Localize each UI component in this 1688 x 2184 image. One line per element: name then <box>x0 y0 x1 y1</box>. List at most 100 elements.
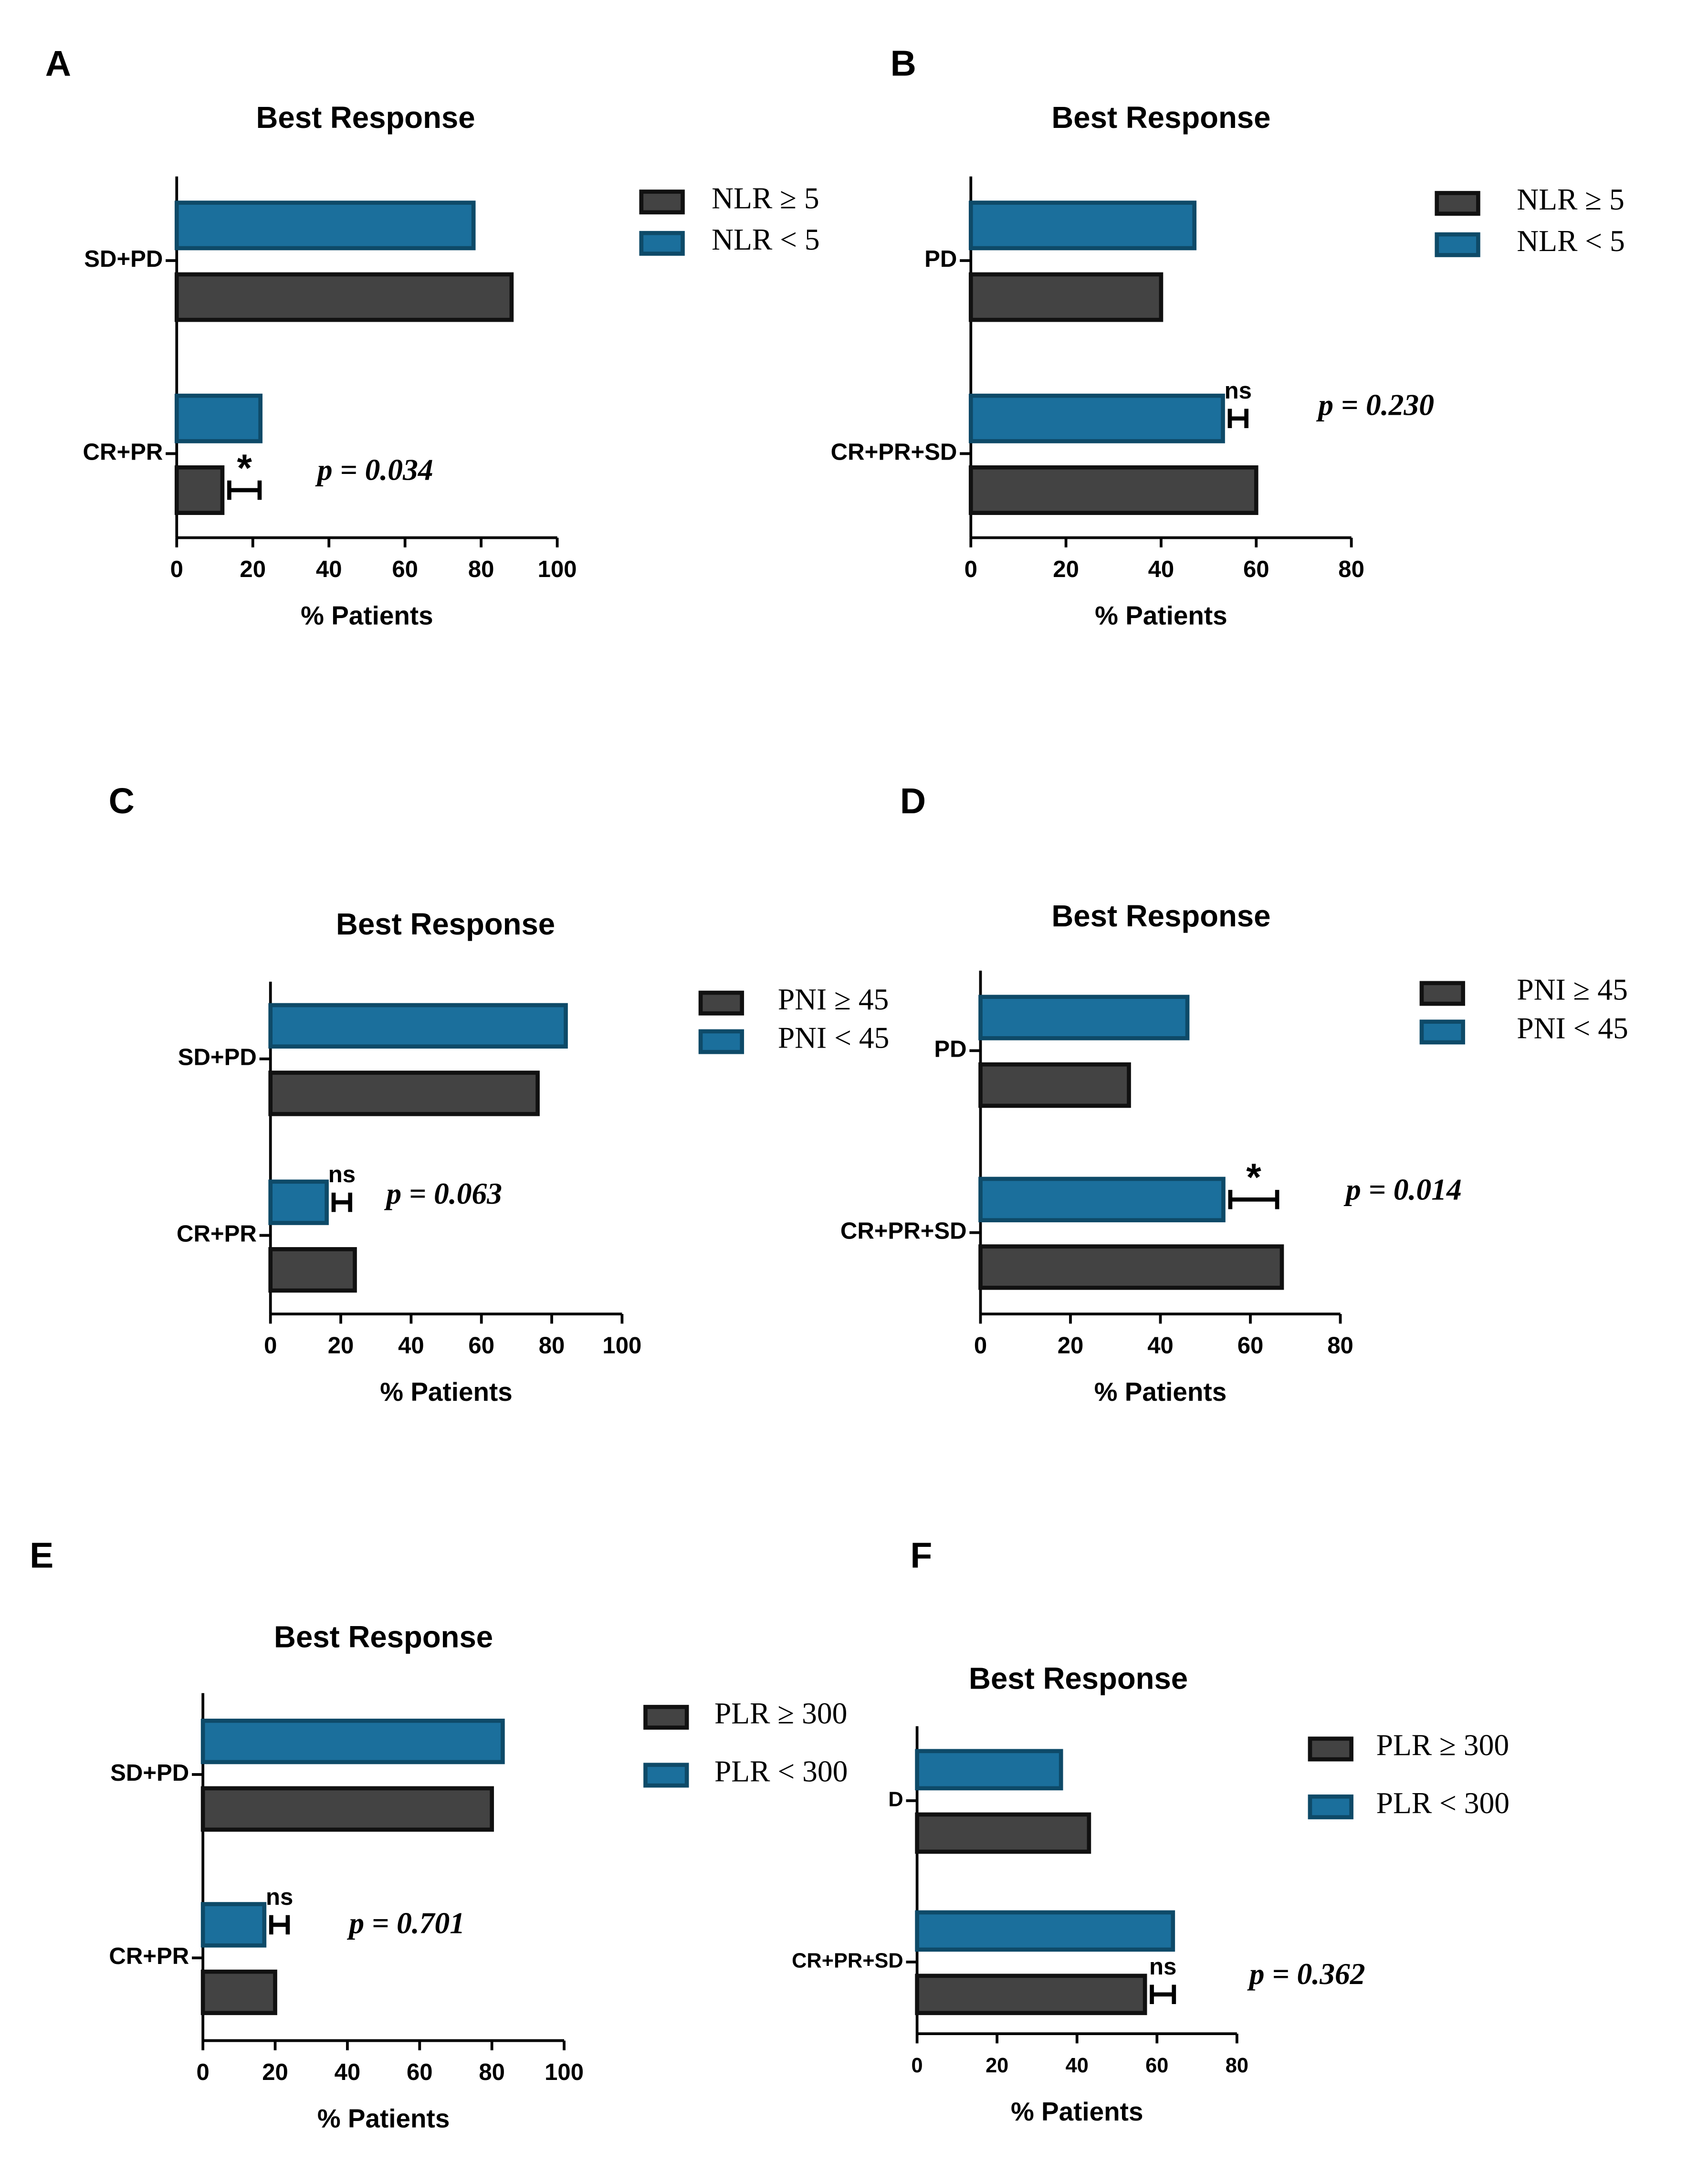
bar <box>174 272 514 322</box>
bar <box>978 995 1190 1040</box>
panel-label: C <box>109 781 135 821</box>
bar <box>268 1179 329 1225</box>
bar <box>200 1719 505 1764</box>
legend-label: PLR ≥ 300 <box>1376 1728 1510 1762</box>
bar <box>200 1969 277 2016</box>
x-tick-label: 0 <box>197 2059 210 2085</box>
bar <box>174 393 263 443</box>
x-tick-label: 20 <box>240 556 266 582</box>
sig-label: * <box>237 447 252 490</box>
x-tick-label: 40 <box>1147 1333 1174 1358</box>
x-tick-label: 40 <box>335 2059 361 2085</box>
sig-label: ns <box>1225 378 1252 404</box>
sig-label: ns <box>1149 1954 1176 1980</box>
legend-label: NLR ≥ 5 <box>712 181 819 215</box>
bar <box>268 1003 568 1049</box>
bar <box>174 200 476 251</box>
bar <box>968 272 1164 322</box>
x-tick-label: 0 <box>965 556 977 582</box>
x-tick-label: 80 <box>468 556 494 582</box>
x-tick-label: 0 <box>170 556 183 582</box>
x-tick-label: 0 <box>974 1333 987 1358</box>
legend-label: PNI ≥ 45 <box>1517 973 1628 1007</box>
sig-label: * <box>1246 1156 1261 1199</box>
y-tick-label: PD <box>924 246 957 272</box>
x-tick-label: 60 <box>1145 2054 1168 2077</box>
chart-title: Best Response <box>336 907 555 941</box>
x-tick-label: 0 <box>912 2054 923 2077</box>
y-tick-label: D <box>888 1788 903 1811</box>
bar <box>268 1247 357 1293</box>
legend-swatch <box>698 1029 744 1054</box>
x-tick-label: 40 <box>398 1333 424 1358</box>
y-tick-label: CR+PR <box>177 1221 257 1247</box>
sig-label: ns <box>266 1884 293 1910</box>
chart-title: Best Response <box>1051 899 1270 933</box>
x-tick-label: 100 <box>602 1333 641 1358</box>
x-tick-label: 60 <box>1243 556 1269 582</box>
bar <box>978 1244 1284 1290</box>
bar <box>268 1071 540 1116</box>
legend-swatch <box>698 990 744 1016</box>
p-value: p = 0.230 <box>1316 388 1434 422</box>
x-tick-label: 0 <box>264 1333 277 1358</box>
panel-label: F <box>910 1535 932 1575</box>
chart-title: Best Response <box>256 101 475 135</box>
chart-title: Best Response <box>1051 101 1270 135</box>
legend-swatch <box>639 189 685 215</box>
x-tick-label: 40 <box>1148 556 1174 582</box>
x-tick-label: 60 <box>392 556 418 582</box>
legend-swatch <box>643 1763 689 1788</box>
p-value: p = 0.014 <box>1343 1172 1462 1206</box>
panel-label: D <box>900 781 926 821</box>
y-tick-label: SD+PD <box>110 1760 189 1786</box>
y-tick-label: SD+PD <box>84 246 163 272</box>
x-axis-label: % Patients <box>1011 2097 1143 2126</box>
legend-label: PLR < 300 <box>1376 1786 1510 1820</box>
y-tick-label: CR+PR+SD <box>831 439 957 465</box>
sig-label: ns <box>328 1162 356 1187</box>
chart-title: Best Response <box>969 1661 1188 1695</box>
legend-label: PNI < 45 <box>1517 1011 1628 1045</box>
x-tick-label: 20 <box>328 1333 354 1358</box>
x-tick-label: 40 <box>316 556 342 582</box>
bar <box>968 393 1225 443</box>
x-tick-label: 40 <box>1066 2054 1089 2077</box>
y-tick-label: CR+PR <box>83 439 163 465</box>
legend-label: PNI ≥ 45 <box>778 982 889 1016</box>
p-value: p = 0.034 <box>315 452 433 486</box>
p-value: p = 0.701 <box>346 1906 465 1940</box>
y-tick-label: CR+PR <box>109 1943 189 1969</box>
legend-label: PLR ≥ 300 <box>714 1696 848 1730</box>
legend-swatch <box>1435 191 1480 216</box>
legend-label: NLR < 5 <box>712 222 819 256</box>
x-tick-label: 20 <box>262 2059 288 2085</box>
panel-label: A <box>45 43 71 84</box>
y-tick-label: CR+PR+SD <box>792 1949 903 1972</box>
legend-swatch <box>1419 1019 1465 1045</box>
legend-swatch <box>643 1705 689 1730</box>
x-axis-label: % Patients <box>1095 601 1227 630</box>
legend-label: PLR < 300 <box>714 1754 848 1788</box>
legend-swatch <box>1308 1736 1353 1762</box>
legend-swatch <box>639 231 685 256</box>
bar <box>915 1910 1175 1952</box>
x-tick-label: 20 <box>1058 1333 1084 1358</box>
bar <box>968 465 1258 515</box>
x-tick-label: 60 <box>407 2059 433 2085</box>
panel-label: B <box>891 43 916 84</box>
x-tick-label: 20 <box>986 2054 1008 2077</box>
legend-swatch <box>1419 981 1465 1006</box>
x-axis-label: % Patients <box>1094 1377 1227 1407</box>
legend-label: NLR ≥ 5 <box>1517 182 1625 216</box>
bar <box>978 1176 1226 1222</box>
chart-title: Best Response <box>274 1620 493 1654</box>
legend-swatch <box>1308 1794 1353 1819</box>
panel-label: E <box>30 1535 53 1575</box>
y-tick-label: PD <box>934 1036 966 1062</box>
x-tick-label: 100 <box>538 556 577 582</box>
x-tick-label: 80 <box>479 2059 505 2085</box>
x-tick-label: 80 <box>1226 2054 1248 2077</box>
